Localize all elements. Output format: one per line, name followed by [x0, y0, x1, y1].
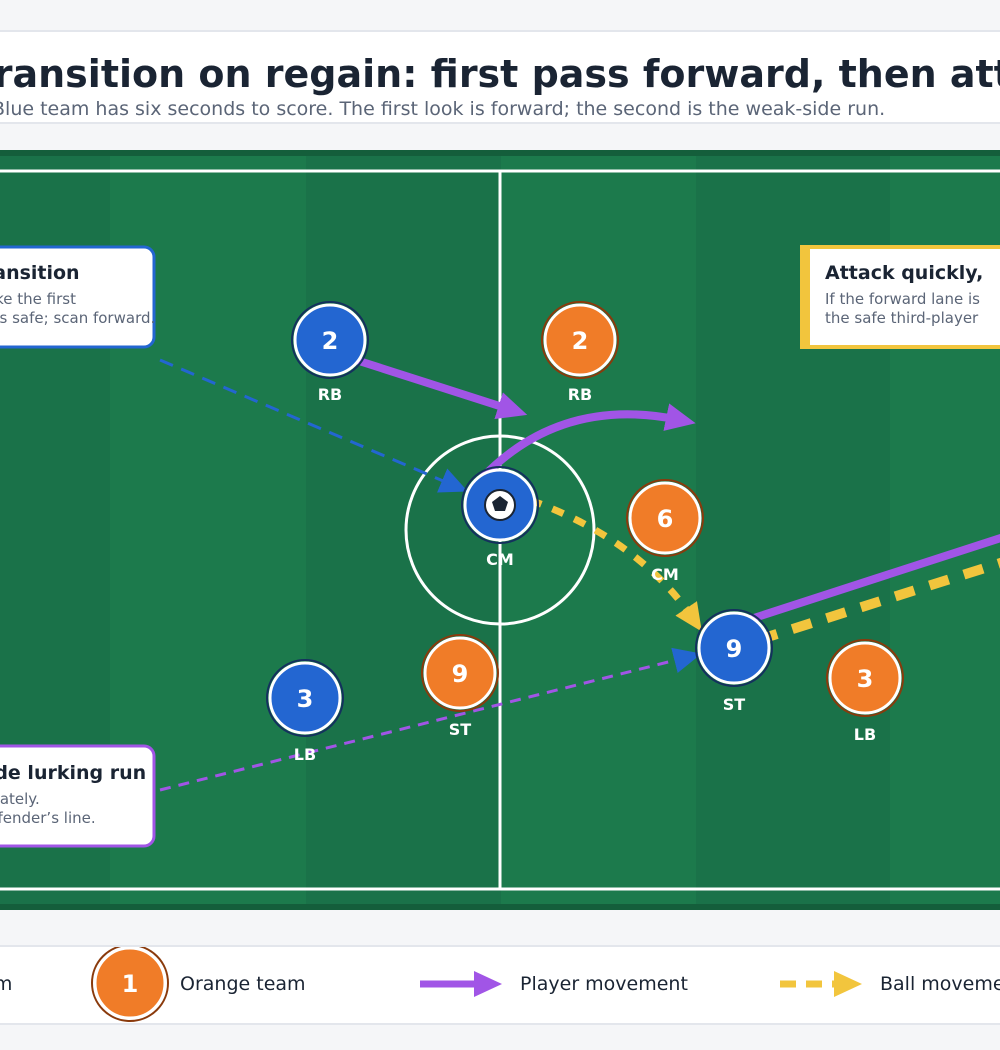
- weak-side-run-arrow: [159, 647, 702, 792]
- pitch-stripe: [306, 150, 501, 910]
- player-number: 2: [572, 327, 589, 355]
- legend-ball-movement-icon: [780, 971, 862, 997]
- touchline: [0, 169, 1000, 891]
- player-role: ST: [449, 720, 472, 739]
- callout-top-right: Attack quickly, If the forward lane is t…: [800, 245, 1000, 349]
- player-role: RB: [318, 385, 343, 404]
- player-orange-lb: 3 LB: [826, 639, 904, 744]
- player-blue-lb: 3 LB: [266, 659, 344, 764]
- pitch-edge: [0, 904, 1000, 910]
- player-role: RB: [568, 385, 593, 404]
- callout-text: the safe third-player: [825, 309, 979, 327]
- callout-accent: [800, 245, 810, 349]
- callout-text: pass safe; scan forward.: [0, 309, 155, 327]
- striker-run-arrow: [721, 534, 1000, 632]
- player-blue-rb: 2 RB: [291, 301, 369, 404]
- player-role: CM: [486, 550, 514, 569]
- page-title: Transition on regain: first pass forward…: [0, 52, 1000, 96]
- legend-orange-label: Orange team: [180, 973, 306, 995]
- ball-pentagon: [492, 496, 508, 511]
- callout-text: Run immediately.: [0, 790, 40, 808]
- page-subtitle: Blue team has six seconds to score. The …: [0, 98, 886, 120]
- player-number: 2: [322, 327, 339, 355]
- player-number: 6: [657, 505, 674, 533]
- player-blue-cm: CM: [461, 466, 539, 569]
- cm-run-arrow: [477, 403, 696, 483]
- player-role: LB: [294, 745, 316, 764]
- callout-title: Transition: [0, 262, 80, 284]
- legend-player-movement-label: Player movement: [520, 973, 688, 995]
- legend: Blue team 1 Orange team Player movement …: [0, 945, 1000, 1025]
- player-orange-st: 9 ST: [421, 634, 499, 739]
- player-orange-rb: 2 RB: [541, 301, 619, 404]
- player-role: CM: [651, 565, 679, 584]
- pitch-diagram: Transition Make the first pass safe; sca…: [0, 150, 1000, 910]
- legend-blue-label: Blue team: [0, 973, 12, 995]
- player-number: 9: [726, 635, 743, 663]
- callout-bottom-left: Weak-side lurking run Run immediately. B…: [0, 744, 156, 848]
- first-pass-arrow: [528, 496, 702, 632]
- centre-circle: [404, 434, 596, 626]
- legend-player-movement-icon: [420, 971, 502, 997]
- callout-box: [0, 744, 156, 848]
- callout-top-left: Transition Make the first pass safe; sca…: [0, 245, 156, 349]
- second-pass-arrow: [756, 557, 1000, 645]
- player-orange-cm: 6 CM: [626, 479, 704, 584]
- player-role: ST: [723, 695, 746, 714]
- callout-pointer-blue: [159, 358, 468, 493]
- callout-title: Attack quickly,: [825, 262, 983, 284]
- callout-box: [0, 245, 156, 349]
- pitch-edge: [0, 150, 1000, 156]
- legend-ball-movement-label: Ball movement: [880, 973, 1000, 995]
- player-number: 3: [857, 665, 874, 693]
- player-number: 3: [297, 685, 314, 713]
- callout-text: Beat the defender’s line.: [0, 809, 96, 827]
- legend-orange-number: 1: [122, 970, 139, 998]
- player-role: LB: [854, 725, 876, 744]
- header: Transition on regain: first pass forward…: [0, 30, 1000, 124]
- callout-text: If the forward lane is: [825, 290, 980, 308]
- callout-title: Weak-side lurking run: [0, 762, 146, 784]
- legend-orange-chip: 1: [91, 947, 169, 1022]
- callout-text: Make the first: [0, 290, 76, 308]
- player-blue-st: 9 ST: [695, 609, 773, 714]
- player-number: 9: [452, 660, 469, 688]
